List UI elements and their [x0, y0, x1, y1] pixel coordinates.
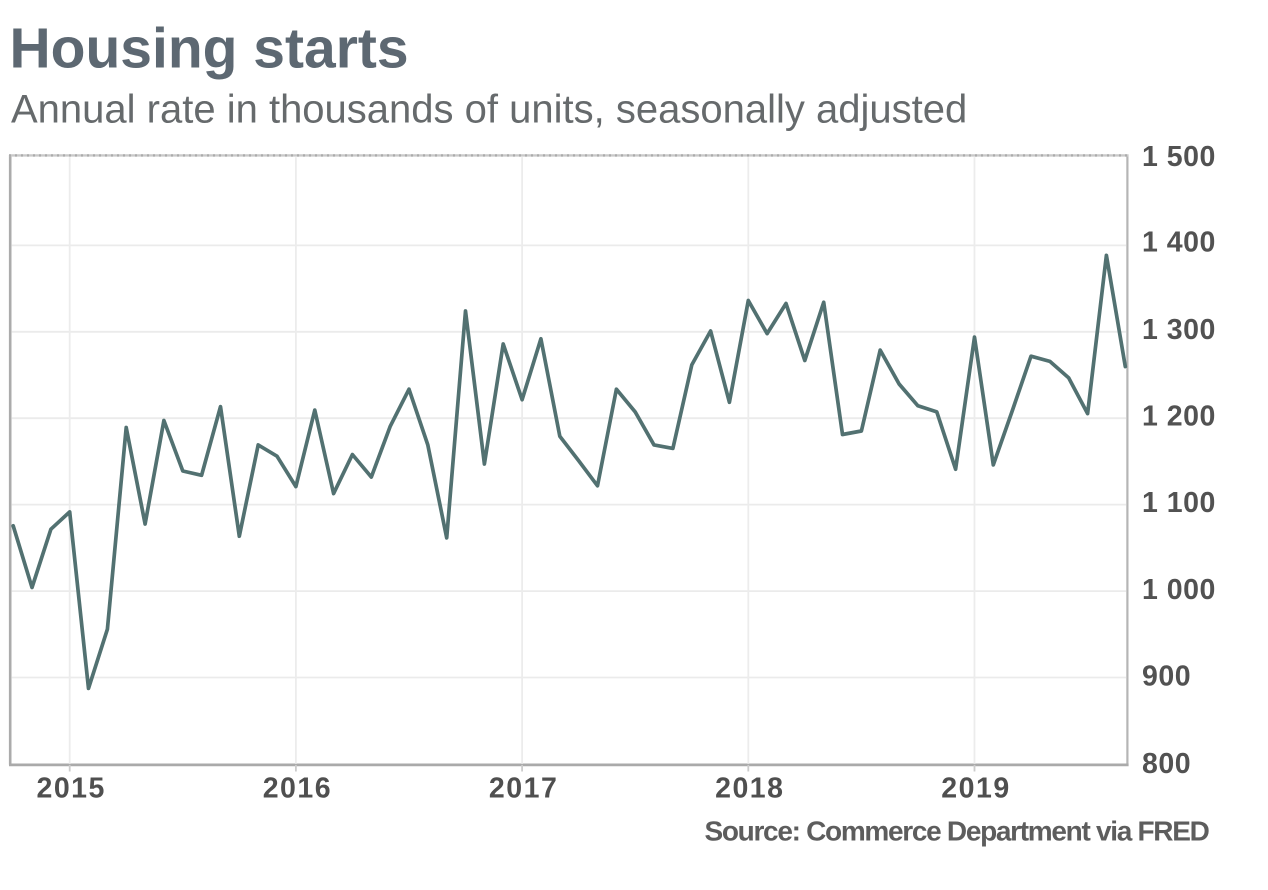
svg-text:1 200: 1 200: [1142, 401, 1216, 433]
svg-text:1 100: 1 100: [1142, 487, 1216, 519]
svg-text:1 300: 1 300: [1142, 314, 1216, 346]
svg-text:900: 900: [1142, 661, 1191, 693]
svg-text:800: 800: [1142, 748, 1191, 780]
svg-text:1 400: 1 400: [1142, 227, 1216, 259]
svg-text:1 000: 1 000: [1142, 574, 1216, 606]
svg-text:2015: 2015: [36, 772, 105, 804]
svg-text:2017: 2017: [489, 772, 558, 804]
svg-text:1 500: 1 500: [1142, 141, 1216, 173]
svg-text:Source: Commerce Department vi: Source: Commerce Department via FRED: [704, 816, 1209, 847]
svg-text:2018: 2018: [715, 772, 784, 804]
svg-text:2016: 2016: [263, 772, 332, 804]
svg-text:2019: 2019: [941, 772, 1010, 804]
svg-text:Housing starts: Housing starts: [10, 17, 409, 81]
svg-text:Annual rate in thousands of un: Annual rate in thousands of units, seaso…: [11, 88, 967, 132]
